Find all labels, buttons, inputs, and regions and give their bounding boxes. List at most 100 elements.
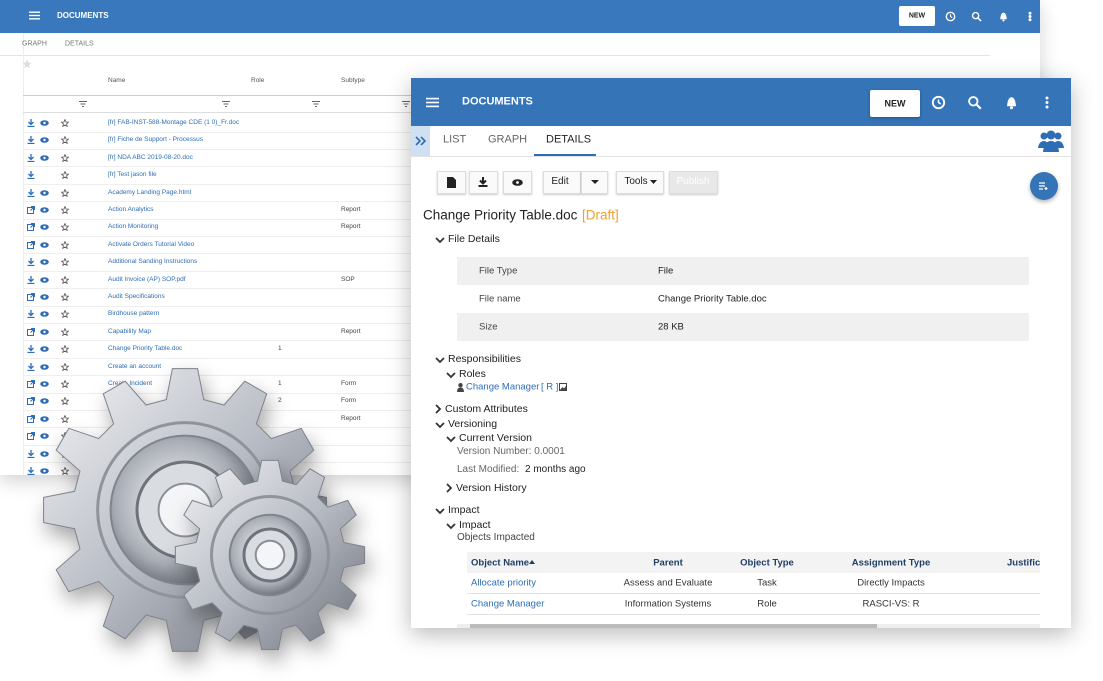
view-button[interactable] — [40, 207, 49, 213]
open-link-button[interactable] — [27, 414, 35, 423]
view-button[interactable] — [40, 311, 49, 318]
chevron-down[interactable] — [446, 435, 456, 443]
open-link-button[interactable] — [27, 380, 35, 388]
filter-button[interactable] — [222, 101, 230, 107]
name[interactable]: Additional Sanding Instructions — [108, 257, 198, 265]
edit-button[interactable] — [543, 171, 581, 194]
search-button[interactable] — [971, 11, 982, 22]
favorite-button[interactable] — [61, 467, 69, 475]
search-button[interactable] — [967, 95, 982, 110]
view-button[interactable] — [40, 154, 49, 161]
favorite-button[interactable] — [61, 432, 69, 441]
name[interactable]: Action Analytics — [108, 205, 154, 213]
filter-button[interactable] — [312, 101, 320, 107]
view-button[interactable] — [40, 398, 49, 405]
favorite-button[interactable] — [61, 293, 69, 301]
download-button[interactable] — [27, 136, 35, 145]
history-button[interactable] — [931, 95, 946, 110]
notifications-button[interactable] — [1004, 95, 1019, 110]
view-button[interactable] — [40, 381, 49, 387]
menu-button[interactable] — [426, 96, 439, 109]
open-link-button[interactable] — [27, 397, 35, 406]
chevron-down[interactable] — [435, 421, 445, 429]
favorite-button[interactable] — [61, 119, 69, 127]
history-button[interactable] — [945, 11, 956, 22]
chevron-right[interactable] — [434, 404, 442, 414]
name[interactable]: Capability Map — [108, 327, 151, 335]
favorite-button[interactable] — [61, 206, 69, 214]
name[interactable]: Birdhouse pattern — [108, 310, 160, 318]
view-button[interactable] — [40, 363, 49, 370]
download-button[interactable] — [27, 119, 35, 127]
menu-button[interactable] — [29, 10, 40, 21]
favorite-button[interactable] — [61, 310, 69, 319]
favorite-button[interactable] — [61, 136, 69, 145]
view-button[interactable] — [40, 468, 49, 474]
download-button[interactable] — [27, 449, 35, 458]
favorite-button[interactable] — [61, 362, 69, 371]
name[interactable]: Audit Specifications — [108, 292, 165, 300]
open-link-button[interactable] — [27, 293, 35, 301]
name[interactable]: Academy Landing Page.html — [108, 188, 192, 196]
cell[interactable]: DETAILS — [546, 133, 592, 146]
name[interactable]: Activate Orders Tutorial Video — [108, 240, 195, 248]
favorite-button[interactable] — [61, 345, 69, 354]
open-link-button[interactable] — [27, 327, 35, 336]
filter-button[interactable] — [402, 101, 410, 107]
name[interactable]: Create an account — [108, 362, 162, 370]
name[interactable]: Change Priority Table.doc — [108, 344, 183, 352]
view-button[interactable] — [40, 137, 49, 144]
view-button[interactable] — [40, 189, 49, 196]
view-button[interactable] — [40, 346, 49, 352]
download-button[interactable] — [27, 188, 35, 197]
chevron-down[interactable] — [446, 522, 456, 530]
cell[interactable]: LIST — [443, 133, 467, 146]
cell[interactable]: GRAPH — [488, 133, 528, 146]
tools-button[interactable] — [616, 171, 664, 194]
cell[interactable]: Allocate priority — [471, 577, 536, 589]
view-button[interactable] — [40, 294, 49, 300]
download-button[interactable] — [27, 310, 35, 319]
favorite-button[interactable] — [61, 223, 69, 232]
favorite-button[interactable] — [61, 275, 69, 284]
role[interactable]: Change Manager — [466, 381, 540, 393]
view-button[interactable] — [40, 120, 49, 126]
name[interactable]: [fr] Test jason file — [108, 170, 157, 178]
download-button[interactable] — [27, 362, 35, 371]
name[interactable]: [fr] NDA ABC 2019-08-20.doc — [108, 153, 193, 161]
view-button[interactable] — [40, 241, 49, 248]
chevron-down[interactable] — [446, 371, 456, 379]
chevron-down[interactable] — [435, 507, 445, 515]
expand-panel-icon[interactable] — [415, 136, 427, 146]
favorite-button[interactable] — [61, 171, 69, 180]
download-button[interactable] — [27, 258, 35, 267]
open-link-button[interactable] — [27, 223, 35, 232]
chevron-down[interactable] — [435, 236, 445, 244]
chevron-right[interactable] — [445, 483, 453, 493]
favorite-button[interactable] — [61, 188, 69, 197]
more-button[interactable] — [1044, 95, 1050, 110]
view-button[interactable] — [40, 450, 49, 457]
download-button[interactable] — [27, 467, 35, 475]
favorite-button[interactable] — [61, 380, 69, 388]
notifications-button[interactable] — [998, 11, 1009, 22]
new-button[interactable] — [899, 6, 935, 26]
download-button[interactable] — [27, 171, 35, 180]
view-button[interactable] — [40, 415, 49, 422]
filter-button[interactable] — [79, 101, 87, 107]
cell[interactable]: Change Manager — [471, 598, 545, 610]
favorite-button[interactable] — [61, 449, 69, 458]
favorite-button[interactable] — [61, 414, 69, 423]
view-button[interactable] — [40, 259, 49, 265]
favorite-button[interactable] — [61, 327, 69, 336]
favorite-button[interactable] — [61, 153, 69, 162]
name[interactable]: Action Monitoring — [108, 223, 159, 231]
download-button[interactable] — [27, 345, 35, 354]
view-button[interactable] — [40, 328, 49, 335]
download-button[interactable] — [27, 153, 35, 162]
open-link-button[interactable] — [27, 432, 35, 441]
view-button[interactable] — [40, 224, 49, 231]
view-button[interactable] — [40, 433, 49, 439]
new-button[interactable] — [870, 90, 920, 117]
name[interactable]: [fr] FAB-INST-588-Montage CDE (1 0)_Fr.d… — [108, 118, 240, 126]
